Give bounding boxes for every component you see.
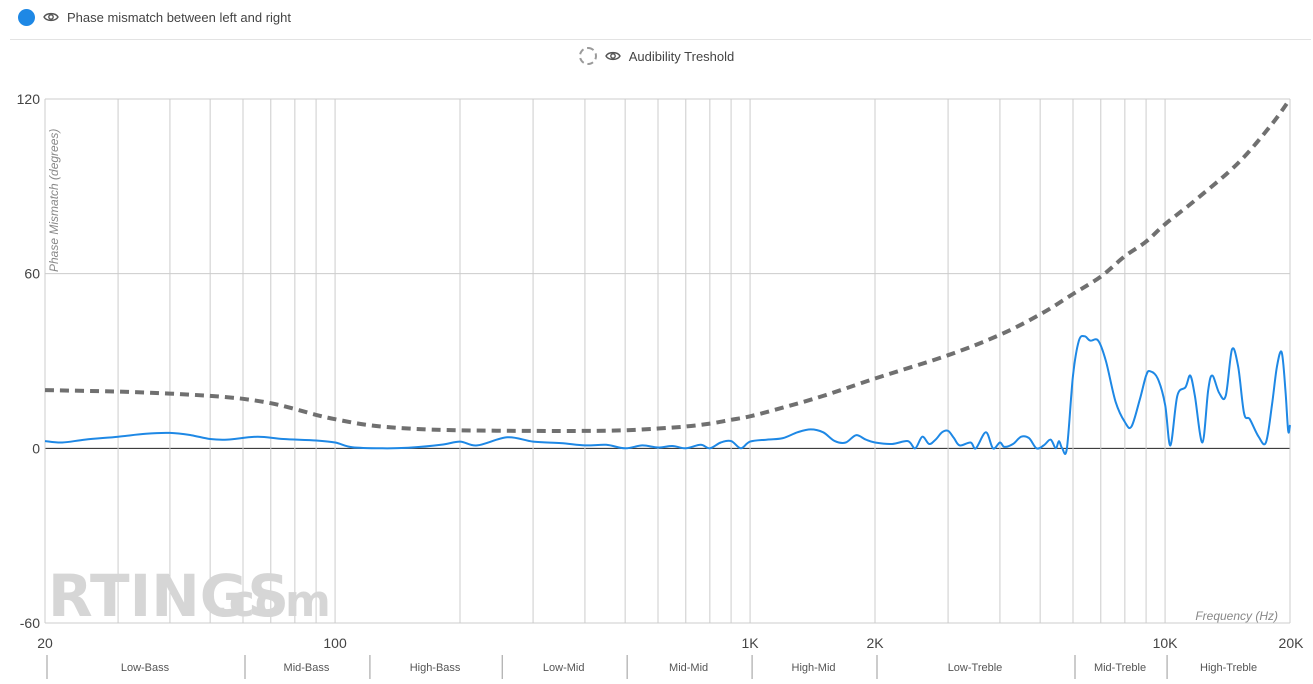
grid — [44, 98, 1291, 624]
y-tick-label: 60 — [24, 266, 40, 282]
y-tick-label: 0 — [32, 440, 40, 456]
x-tick-labels: 20 100 1K 2K 10K 20K — [37, 635, 1304, 651]
x-tick-label: 10K — [1153, 635, 1179, 651]
x-axis-title: Frequency (Hz) — [1195, 609, 1278, 623]
series-layer — [44, 97, 1292, 455]
band-label: High-Treble — [1200, 662, 1257, 674]
watermark: RTINGS .com — [48, 562, 331, 630]
watermark-suffix: .com — [212, 576, 331, 627]
band-label: Low-Bass — [121, 662, 170, 674]
x-tick-label: 2K — [866, 635, 884, 651]
y-tick-label: -60 — [20, 615, 40, 631]
series-color-dot[interactable] — [18, 8, 35, 26]
y-axis-title: Phase Mismatch (degrees) — [47, 129, 61, 272]
x-tick-label: 20K — [1279, 635, 1305, 651]
watermark-brand: RTINGS — [48, 562, 289, 630]
y-tick-labels: 120 60 0 -60 — [17, 91, 41, 631]
legend-threshold[interactable]: Audibility Treshold — [0, 46, 1313, 66]
eye-icon[interactable] — [43, 9, 59, 25]
x-tick-label: 1K — [742, 635, 760, 651]
band-label: Low-Treble — [948, 662, 1003, 674]
series-legend-label: Phase mismatch between left and right — [67, 9, 292, 25]
phase-mismatch-line — [44, 334, 1291, 455]
threshold-line — [44, 97, 1292, 433]
band-label: High-Bass — [410, 662, 461, 674]
y-tick-label: 120 — [17, 91, 41, 107]
band-label: Mid-Bass — [284, 662, 330, 674]
band-label: Mid-Treble — [1094, 662, 1146, 674]
frequency-bands: Low-Bass Mid-Bass High-Bass Low-Mid Mid-Mid H… — [46, 655, 1257, 679]
eye-icon[interactable] — [604, 48, 621, 64]
band-label: Low-Mid — [543, 662, 585, 674]
band-label: Mid-Mid — [669, 662, 708, 674]
band-label: High-Mid — [792, 662, 836, 674]
x-tick-label: 20 — [37, 635, 53, 651]
legend-divider — [10, 39, 1311, 40]
x-tick-label: 100 — [323, 635, 347, 651]
threshold-color-dot[interactable] — [578, 47, 597, 65]
threshold-legend-label: Audibility Treshold — [628, 48, 735, 64]
legend-series[interactable]: Phase mismatch between left and right — [18, 7, 291, 27]
